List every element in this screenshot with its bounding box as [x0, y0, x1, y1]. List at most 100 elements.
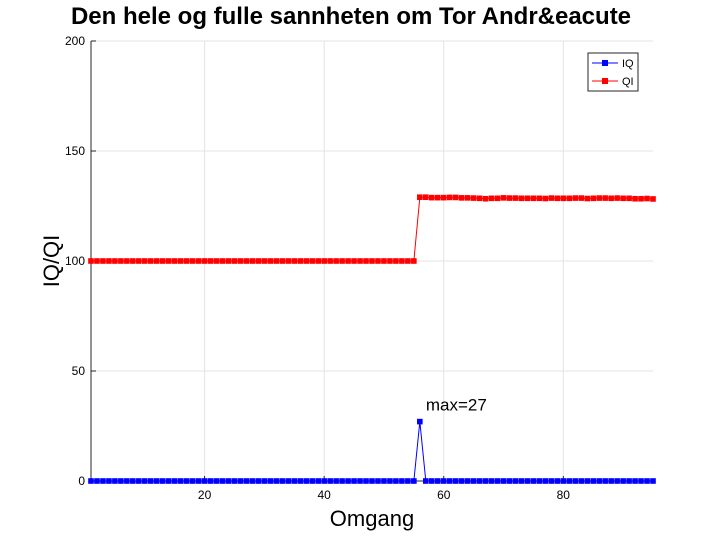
data-point [279, 258, 286, 264]
data-point [518, 478, 525, 484]
data-point [434, 194, 441, 201]
data-point [626, 478, 632, 484]
y-tick-label: 200 [65, 34, 85, 48]
data-point [183, 478, 190, 484]
data-point [614, 195, 620, 201]
data-point [524, 195, 531, 202]
data-point [470, 478, 477, 484]
legend: IQ QI [587, 52, 639, 92]
data-point [136, 258, 142, 264]
data-point [602, 195, 608, 201]
data-point [536, 478, 543, 484]
data-point [183, 258, 190, 264]
data-point [136, 478, 142, 484]
series-qi [88, 194, 656, 264]
data-point [321, 258, 327, 264]
y-axis-label: IQ/QI [39, 235, 64, 288]
x-axis-label: Omgang [330, 506, 414, 531]
data-point [506, 195, 513, 201]
chart-title: Den hele og fulle sannheten om Tor Andr&… [71, 3, 631, 30]
data-point [153, 258, 160, 264]
data-point [147, 258, 154, 264]
data-point [112, 258, 118, 264]
data-point [494, 195, 501, 202]
data-point [100, 258, 106, 264]
data-point [142, 258, 148, 264]
data-point [369, 258, 375, 264]
data-point [291, 258, 298, 264]
data-point [399, 258, 405, 264]
data-point [315, 478, 321, 484]
data-point [381, 258, 387, 264]
data-point [470, 195, 477, 201]
labels-layer: Den hele og fulle sannheten om Tor Andr&… [39, 3, 631, 531]
annotation-max: max=27 [426, 396, 487, 415]
data-point [171, 478, 178, 484]
data-point [638, 195, 644, 202]
data-point [602, 478, 608, 484]
data-point [231, 478, 238, 484]
data-point [261, 258, 268, 264]
data-point [650, 478, 656, 484]
data-point [548, 195, 555, 201]
data-point [285, 258, 292, 264]
data-point [566, 195, 573, 202]
series-iq [88, 418, 656, 484]
data-point [428, 194, 435, 201]
y-tick-label: 50 [72, 364, 86, 378]
data-point [584, 195, 591, 202]
data-point [387, 258, 393, 264]
data-point [255, 478, 262, 484]
data-point [417, 194, 423, 200]
data-point [626, 195, 632, 202]
data-point [201, 258, 208, 264]
data-point [130, 478, 136, 484]
data-point [458, 195, 465, 201]
data-point [339, 478, 345, 484]
data-point [578, 478, 585, 484]
data-point [632, 195, 638, 202]
data-point [88, 478, 94, 484]
data-point [177, 258, 184, 264]
data-point [434, 478, 441, 484]
data-point [458, 478, 465, 484]
data-point [375, 258, 381, 264]
data-point [440, 478, 447, 484]
data-point [159, 258, 166, 264]
data-point [423, 194, 429, 200]
legend-label: QI [622, 76, 634, 88]
x-tick-label: 60 [437, 488, 451, 502]
data-point [518, 195, 525, 202]
data-point [644, 195, 650, 202]
data-point [267, 258, 274, 264]
data-point [572, 195, 579, 201]
data-point [118, 258, 124, 264]
data-point [243, 478, 250, 484]
data-point [88, 258, 94, 264]
data-point [381, 478, 387, 484]
data-point [130, 258, 136, 264]
data-point [207, 478, 214, 484]
data-point [171, 258, 178, 264]
data-point [327, 478, 333, 484]
data-point [219, 258, 226, 264]
data-point [124, 478, 130, 484]
data-point [512, 195, 519, 201]
data-point [536, 195, 543, 202]
data-point [357, 258, 363, 264]
data-point [411, 478, 417, 484]
data-point [351, 258, 357, 264]
data-point [506, 478, 513, 484]
data-point [345, 478, 351, 484]
data-point [339, 258, 345, 264]
data-point [237, 258, 244, 264]
data-point [100, 478, 106, 484]
data-point [387, 478, 393, 484]
data-point [285, 478, 292, 484]
data-point [112, 478, 118, 484]
data-point [560, 478, 567, 484]
data-point [405, 478, 411, 484]
data-point [530, 195, 537, 202]
data-point [267, 478, 274, 484]
